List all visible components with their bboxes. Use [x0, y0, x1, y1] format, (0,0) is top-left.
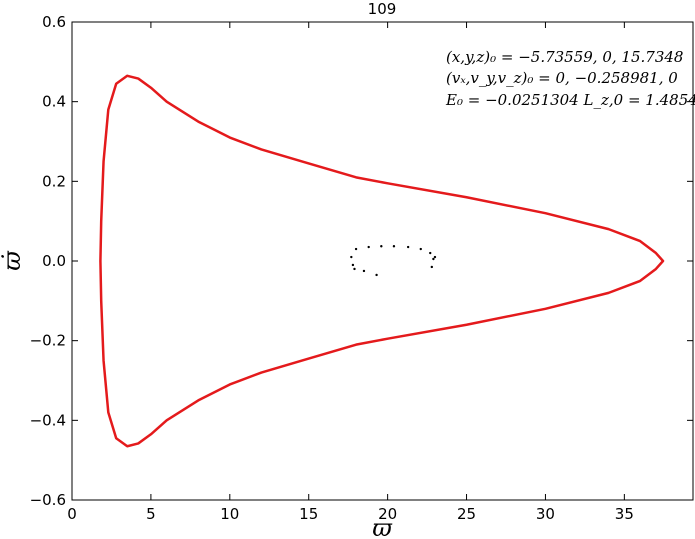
x-tick-label: 5 — [146, 505, 156, 523]
y-tick-label: 0.6 — [42, 13, 66, 31]
chart-title: 109 — [368, 0, 397, 18]
x-tick-label: 15 — [299, 505, 318, 523]
annotation: (vₓ,v_y,v_z)₀ = 0, −0.258981, 0 — [446, 69, 678, 87]
x-tick-label: 25 — [457, 505, 476, 523]
x-tick-label: 10 — [220, 505, 239, 523]
x-tick-label: 35 — [615, 505, 634, 523]
point — [392, 245, 396, 248]
point — [350, 255, 353, 259]
y-tick-label: −0.4 — [30, 411, 66, 429]
point — [380, 245, 383, 248]
point — [429, 251, 432, 255]
y-tick-label: −0.2 — [30, 332, 66, 350]
y-tick-label: −0.6 — [30, 491, 66, 509]
point — [353, 267, 356, 271]
x-axis-label: ϖ — [372, 514, 393, 539]
point — [354, 247, 358, 251]
y-tick-label: 0.4 — [42, 93, 66, 111]
point — [433, 255, 437, 259]
x-tick-label: 20 — [378, 505, 397, 523]
x-tick-label: 0 — [67, 505, 77, 523]
point — [375, 273, 378, 277]
x-tick-label: 30 — [536, 505, 555, 523]
point — [430, 265, 434, 269]
y-axis-label: ϖ̇ — [0, 250, 26, 271]
point — [367, 245, 370, 249]
y-tick-label: 0.0 — [42, 252, 66, 270]
point — [362, 269, 366, 273]
point — [406, 245, 410, 249]
annotation: (x,y,z)₀ = −5.73559, 0, 15.7348 — [446, 48, 683, 66]
y-tick-label: 0.2 — [42, 172, 66, 190]
point — [351, 263, 355, 267]
point — [432, 257, 435, 261]
plot-frame — [71, 21, 694, 501]
point — [419, 247, 422, 251]
curve — [99, 74, 665, 448]
annotation: E₀ = −0.0251304 L_z,0 = 1.48541 — [445, 91, 695, 109]
